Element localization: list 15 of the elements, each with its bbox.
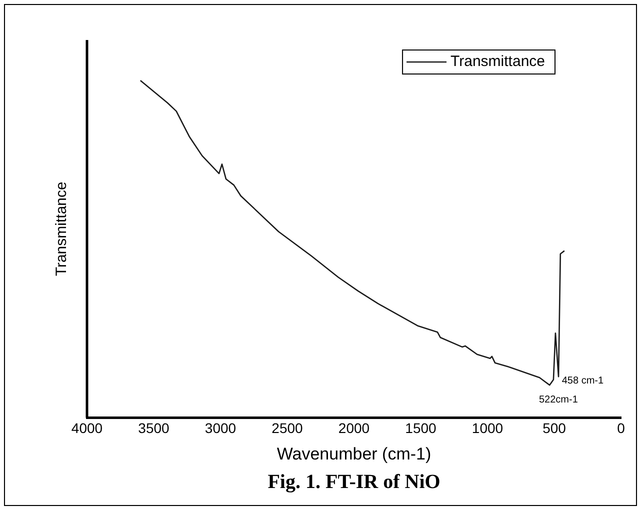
- annotation: 458 cm-1: [562, 375, 604, 386]
- x-tick-label: 2500: [272, 420, 304, 436]
- x-axis-title: Wavenumber (cm-1): [276, 444, 432, 464]
- x-tick-label: 4000: [71, 420, 103, 436]
- x-tick-label: 0: [617, 420, 626, 436]
- x-tick-label: 3500: [138, 420, 170, 436]
- annotation: 522cm-1: [539, 394, 578, 406]
- x-tick-label: 500: [542, 420, 566, 436]
- x-tick-label: 3000: [204, 420, 236, 436]
- x-tick-label: 2000: [338, 420, 370, 436]
- text: Fig. 1. FT-IR of NiO: [268, 471, 440, 494]
- x-tick-label: 1500: [405, 420, 437, 436]
- x-tick-label: 1000: [472, 420, 504, 436]
- legend-label: Transmittance: [450, 53, 546, 70]
- y-axis-title: Transmittance: [53, 182, 70, 276]
